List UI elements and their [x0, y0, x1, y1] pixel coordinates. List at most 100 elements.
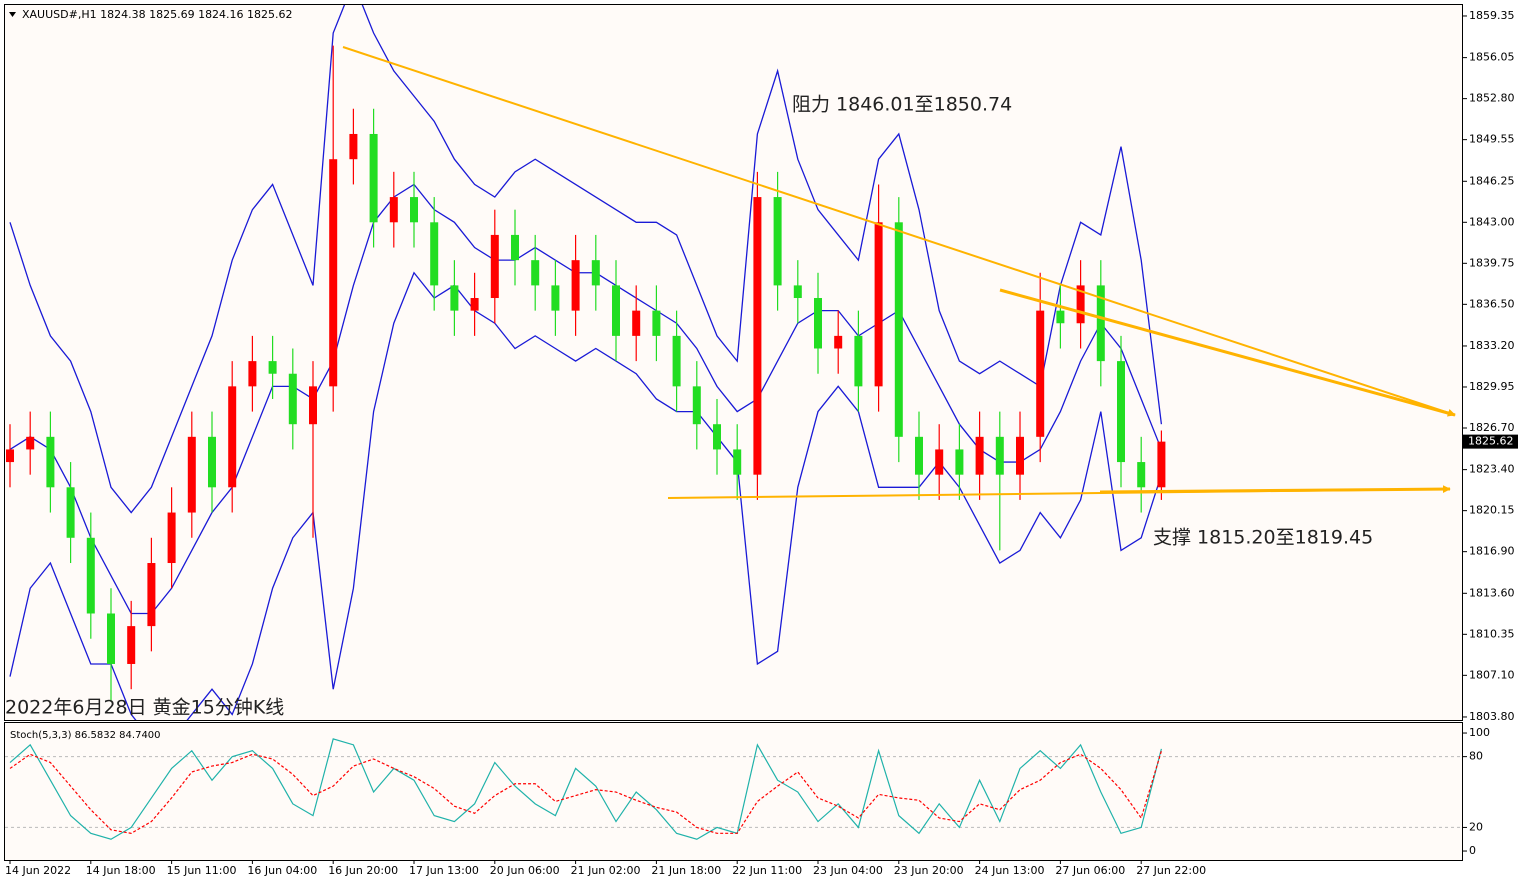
header-arrow — [9, 12, 16, 17]
candle-body — [410, 197, 418, 223]
candle-body — [854, 335, 863, 387]
x-tick-label: 16 Jun 04:00 — [247, 864, 317, 877]
last-price-box — [1463, 434, 1518, 449]
chart-title: XAUUSD#,H1 1824.38 1825.69 1824.16 1825.… — [22, 8, 293, 21]
stoch-panel — [4, 722, 1463, 861]
main-panel — [4, 4, 1463, 721]
stoch-plot — [5, 738, 1462, 840]
candle-body — [915, 436, 923, 475]
y-tick-label: 1849.55 — [1469, 133, 1515, 146]
x-tick-label: 14 Jun 18:00 — [86, 864, 156, 877]
stoch-line — [9, 750, 1162, 834]
stoch-line — [9, 738, 1162, 840]
candle-body — [268, 361, 277, 374]
candle-body — [167, 512, 176, 564]
y-tick-label: 1829.95 — [1469, 380, 1515, 393]
candle-body — [652, 310, 661, 336]
bollinger-line — [9, 5, 1163, 514]
y-tick-label: 1823.40 — [1469, 463, 1515, 476]
candle-body — [753, 197, 762, 475]
trend-lines — [342, 46, 1456, 499]
y-tick-label: 1839.75 — [1469, 256, 1515, 269]
bollinger-line — [9, 271, 1163, 720]
y-tick-label: 1833.20 — [1469, 339, 1515, 352]
candle-body — [551, 285, 560, 311]
candle-body — [531, 260, 540, 286]
candle-body — [26, 436, 35, 450]
main-plot — [6, 5, 1166, 720]
candle-body — [309, 386, 317, 425]
annotation: 阻力 1846.01至1850.74 — [792, 94, 1012, 116]
y-tick-label: 1803.80 — [1469, 710, 1515, 723]
candle-body — [127, 626, 136, 664]
x-tick-label: 24 Jun 13:00 — [975, 864, 1045, 877]
candle-body — [1117, 361, 1125, 463]
x-tick-label: 16 Jun 20:00 — [328, 864, 398, 877]
candle-body — [228, 386, 237, 488]
candle-body — [935, 449, 944, 475]
y-tick-label: 1816.90 — [1469, 545, 1515, 558]
y-tick-label: 1810.35 — [1469, 627, 1515, 640]
annotation: 支撑 1815.20至1819.45 — [1153, 527, 1373, 549]
candle-body — [511, 234, 519, 261]
annotation: 2022年6月28日 黄金15分钟K线 — [5, 697, 284, 719]
y-tick-label: 1813.60 — [1469, 586, 1515, 599]
x-tick-label: 17 Jun 13:00 — [409, 864, 479, 877]
x-tick-label: 21 Jun 18:00 — [651, 864, 721, 877]
candle-body — [713, 424, 721, 450]
candle-body — [672, 335, 681, 387]
candle-body — [1076, 285, 1085, 324]
candle-body — [107, 613, 115, 664]
candle-body — [1016, 436, 1024, 475]
candle-body — [208, 436, 216, 488]
stoch-title: Stoch(5,3,3) 86.5832 84.7400 — [10, 730, 161, 741]
y-tick-label: 1820.15 — [1469, 504, 1515, 517]
candle-body — [1056, 310, 1065, 324]
x-tick-label: 15 Jun 11:00 — [167, 864, 237, 877]
y-tick-label: 20 — [1469, 820, 1483, 833]
x-tick-label: 23 Jun 04:00 — [813, 864, 883, 877]
candle-body — [349, 133, 358, 160]
candle-body — [975, 436, 984, 475]
candle-body — [187, 436, 196, 513]
candle-body — [86, 537, 95, 614]
resistance-line — [342, 46, 1456, 417]
candle-body — [248, 361, 257, 387]
y-tick-label: 1826.70 — [1469, 421, 1515, 434]
x-tick-label: 23 Jun 20:00 — [894, 864, 964, 877]
candle-body — [995, 436, 1004, 475]
candle-body — [894, 222, 903, 437]
y-tick-label: 1836.50 — [1469, 297, 1515, 310]
candle-body — [834, 335, 843, 349]
resistance-line-bold — [999, 288, 1456, 417]
y-tick-label: 1846.25 — [1469, 174, 1515, 187]
x-tick-label: 27 Jun 22:00 — [1136, 864, 1206, 877]
candle-body — [430, 222, 439, 286]
candle-body — [369, 133, 378, 223]
candle-body — [490, 234, 499, 299]
y-tick-label: 1852.80 — [1469, 92, 1515, 105]
candle-body — [591, 260, 600, 286]
x-tick-label: 21 Jun 02:00 — [571, 864, 641, 877]
y-tick-label: 1859.35 — [1469, 9, 1515, 22]
candle-body — [147, 563, 156, 627]
y-tick-label: 100 — [1469, 726, 1490, 739]
candle-body — [874, 222, 883, 387]
candle-body — [571, 260, 580, 311]
candle-body — [470, 298, 479, 311]
x-tick-label: 27 Jun 06:00 — [1055, 864, 1125, 877]
candle-body — [46, 436, 55, 488]
y-tick-label: 80 — [1469, 750, 1483, 763]
candle-body — [1036, 310, 1045, 437]
x-tick-label: 20 Jun 06:00 — [490, 864, 560, 877]
candle-body — [1137, 462, 1146, 488]
x-tick-label: 22 Jun 11:00 — [732, 864, 802, 877]
candle-body — [955, 449, 964, 475]
candle-body — [1096, 285, 1105, 362]
candle-body — [632, 310, 641, 336]
x-tick-label: 14 Jun 2022 — [5, 864, 71, 877]
candle-body — [288, 373, 297, 425]
candle-body — [612, 285, 620, 336]
candle-body — [389, 197, 398, 223]
